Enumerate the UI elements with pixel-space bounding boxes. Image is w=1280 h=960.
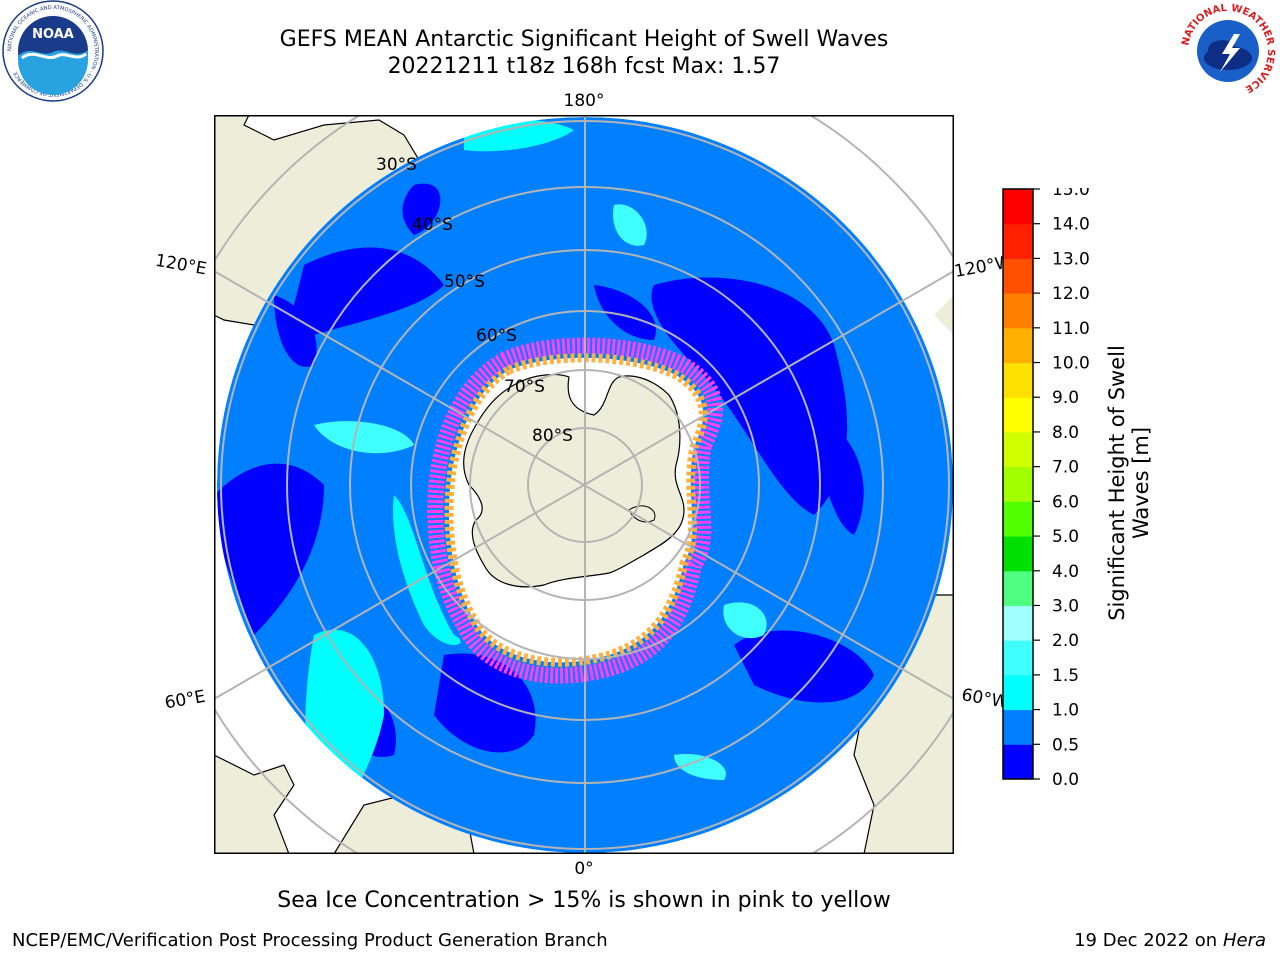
colorbar-label-line-1: Significant Height of Swell [1105,345,1129,621]
colorbar-swatch [1003,223,1033,259]
colorbar: 0.0 0.5 1.0 1.5 2.0 3.0 4.0 5.0 6.0 7.0 8.0 9.0 10.0… [1002,188,1153,788]
polar-map: 30°S 40°S 50°S 60°S 70°S 80°S [214,115,954,854]
colorbar-tick-label: 15.0 [1052,188,1090,200]
lat-label-70: 70°S [504,377,545,397]
lon-label-60e: 60°E [163,687,207,714]
meridian-60e-120w [214,270,954,700]
title-line-1: GEFS MEAN Antarctic Significant Height o… [279,27,889,52]
colorbar-tick-label: 5.0 [1052,527,1079,547]
lon-label-0: 0° [574,859,593,879]
sea-ice-caption: Sea Ice Concentration > 15% is shown in … [277,888,891,913]
colorbar-frame [1002,188,1034,780]
colorbar-tick-label: 14.0 [1052,215,1090,235]
colorbar-swatch [1003,674,1033,711]
lat-label-60: 60°S [476,326,517,346]
colorbar-tick-label: 3.0 [1052,596,1079,616]
antarctica [463,374,685,588]
colorbar-tick-label: 8.0 [1052,423,1079,443]
colorbar-tick-label: 1.0 [1052,701,1079,721]
graticule [214,115,954,854]
colorbar-tick-label: 10.0 [1052,354,1090,374]
colorbar-swatch [1003,466,1033,502]
colorbar-tick-label: 11.0 [1052,319,1090,339]
colorbar-swatch [1003,189,1033,225]
lat-label-30: 30°S [376,155,417,175]
colorbar-tick-label: 4.0 [1052,562,1079,582]
lat-labels: 30°S 40°S 50°S 60°S 70°S 80°S [376,155,573,446]
colorbar-tick-label: 2.0 [1052,631,1079,651]
lon-label-120e: 120°E [154,251,208,280]
colorbar-swatch [1003,258,1033,294]
footer-date-text: 19 Dec 2022 on [1074,930,1218,951]
colorbar-tick-label: 1.5 [1052,666,1079,686]
colorbar-swatch [1003,605,1033,641]
colorbar-tick-label: 0.5 [1052,735,1079,755]
colorbar-swatch [1003,744,1033,780]
colorbar-swatch [1003,327,1033,364]
title-line-2: 20221211 t18z 168h fcst Max: 1.57 [387,54,781,79]
footer-credit: NCEP/EMC/Verification Post Processing Pr… [12,930,608,951]
colorbar-tick-label: 6.0 [1052,492,1079,512]
colorbar-tick-label: 12.0 [1052,284,1090,304]
colorbar-tick-label: 0.0 [1052,770,1079,788]
colorbar-swatch [1003,431,1033,468]
colorbar-tick-label: 13.0 [1052,249,1090,269]
chart-title: GEFS MEAN Antarctic Significant Height o… [234,26,934,80]
colorbar-swatch [1003,362,1033,398]
lat-label-40: 40°S [412,215,453,235]
colorbar-swatch [1003,293,1033,329]
lon-label-180: 180° [564,91,605,111]
colorbar-label-line-2: Waves [m] [1129,427,1153,539]
noaa-logo: NATIONAL OCEANIC AND ATMOSPHERIC ADMINIS… [2,0,104,102]
colorbar-swatch [1003,536,1033,572]
footer-host: Hera [1222,930,1266,951]
colorbar-tick-label: 7.0 [1052,458,1079,478]
colorbar-swatch [1003,397,1033,433]
colorbar-swatches [1003,189,1033,780]
lat-label-50: 50°S [444,272,485,292]
lat-label-80: 80°S [532,426,573,446]
noaa-text: NOAA [32,27,74,42]
colorbar-swatch [1003,570,1033,606]
colorbar-swatch [1003,709,1033,745]
colorbar-swatch [1003,640,1033,676]
colorbar-ticks: 0.0 0.5 1.0 1.5 2.0 3.0 4.0 5.0 6.0 7.0 8.0 9.0 10.0… [1033,188,1090,788]
colorbar-tick-label: 9.0 [1052,388,1079,408]
map-frame [214,115,954,854]
footer-date: 19 Dec 2022 on Hera [1074,930,1266,951]
nws-logo: NATIONAL WEATHER SERVICE [1179,2,1277,100]
colorbar-swatch [1003,501,1033,537]
